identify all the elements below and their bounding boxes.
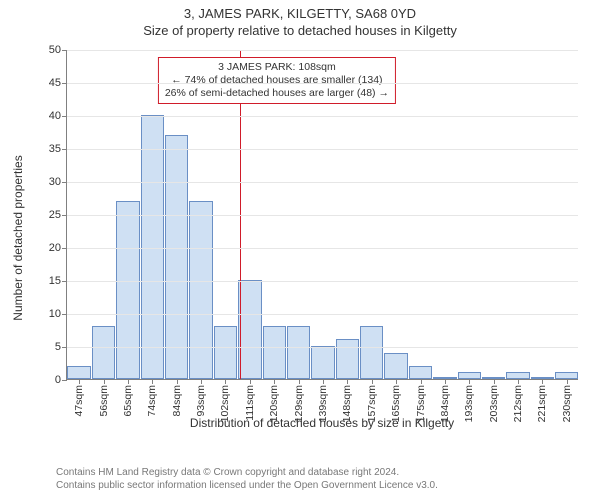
gridline xyxy=(67,314,578,315)
ytick-label: 20 xyxy=(49,242,67,254)
annotation-line: 26% of semi-detached houses are larger (… xyxy=(165,87,389,100)
bar xyxy=(189,201,212,379)
xtick-label: 56sqm xyxy=(98,385,110,417)
bar xyxy=(116,201,139,379)
chart-container: Number of detached properties 3 JAMES PA… xyxy=(32,44,588,432)
bar xyxy=(214,326,237,379)
xtick-label: 74sqm xyxy=(146,385,158,417)
bar xyxy=(92,326,115,379)
gridline xyxy=(67,182,578,183)
page-title: 3, JAMES PARK, KILGETTY, SA68 0YD xyxy=(0,0,600,21)
xtick-mark xyxy=(128,379,129,384)
bar xyxy=(458,372,481,379)
bar xyxy=(384,353,407,379)
footer: Contains HM Land Registry data © Crown c… xyxy=(0,461,600,500)
bar xyxy=(141,115,164,379)
ytick-label: 0 xyxy=(55,374,67,386)
xtick-mark xyxy=(201,379,202,384)
bar xyxy=(287,326,310,379)
xtick-mark xyxy=(372,379,373,384)
bar xyxy=(165,135,188,379)
x-axis-label: Distribution of detached houses by size … xyxy=(66,416,578,430)
xtick-mark xyxy=(104,379,105,384)
xtick-label: 47sqm xyxy=(73,385,85,417)
ytick-label: 40 xyxy=(49,110,67,122)
ytick-label: 15 xyxy=(49,275,67,287)
bar xyxy=(360,326,383,379)
xtick-mark xyxy=(250,379,251,384)
ytick-label: 5 xyxy=(55,341,67,353)
plot-area: 3 JAMES PARK: 108sqm← 74% of detached ho… xyxy=(66,50,578,380)
bar xyxy=(311,346,334,379)
annotation-line: ← 74% of detached houses are smaller (13… xyxy=(165,74,389,87)
annotation-box: 3 JAMES PARK: 108sqm← 74% of detached ho… xyxy=(158,57,396,104)
ytick-label: 50 xyxy=(49,44,67,56)
annotation-line: 3 JAMES PARK: 108sqm xyxy=(165,61,389,74)
xtick-mark xyxy=(567,379,568,384)
gridline xyxy=(67,248,578,249)
gridline xyxy=(67,347,578,348)
gridline xyxy=(67,116,578,117)
bar xyxy=(263,326,286,379)
ytick-label: 35 xyxy=(49,143,67,155)
page-subtitle: Size of property relative to detached ho… xyxy=(0,21,600,38)
xtick-mark xyxy=(445,379,446,384)
xtick-mark xyxy=(494,379,495,384)
xtick-mark xyxy=(518,379,519,384)
xtick-mark xyxy=(177,379,178,384)
bar xyxy=(67,366,90,379)
gridline xyxy=(67,50,578,51)
bar xyxy=(555,372,578,379)
gridline xyxy=(67,215,578,216)
xtick-mark xyxy=(323,379,324,384)
xtick-label: 84sqm xyxy=(171,385,183,417)
xtick-label: 93sqm xyxy=(195,385,207,417)
ytick-label: 10 xyxy=(49,308,67,320)
footer-line-1: Contains HM Land Registry data © Crown c… xyxy=(56,467,590,480)
xtick-mark xyxy=(79,379,80,384)
y-axis-label: Number of detached properties xyxy=(11,155,25,320)
ytick-label: 45 xyxy=(49,77,67,89)
xtick-mark xyxy=(274,379,275,384)
bar xyxy=(506,372,529,379)
gridline xyxy=(67,83,578,84)
xtick-mark xyxy=(347,379,348,384)
bar xyxy=(409,366,432,379)
xtick-mark xyxy=(542,379,543,384)
bar xyxy=(336,339,359,379)
xtick-mark xyxy=(396,379,397,384)
gridline xyxy=(67,149,578,150)
xtick-mark xyxy=(152,379,153,384)
xtick-mark xyxy=(225,379,226,384)
ytick-label: 30 xyxy=(49,176,67,188)
xtick-mark xyxy=(299,379,300,384)
gridline xyxy=(67,281,578,282)
bar xyxy=(238,280,261,379)
xtick-label: 65sqm xyxy=(122,385,134,417)
xtick-mark xyxy=(421,379,422,384)
xtick-mark xyxy=(469,379,470,384)
footer-line-2: Contains public sector information licen… xyxy=(56,480,590,493)
ytick-label: 25 xyxy=(49,209,67,221)
